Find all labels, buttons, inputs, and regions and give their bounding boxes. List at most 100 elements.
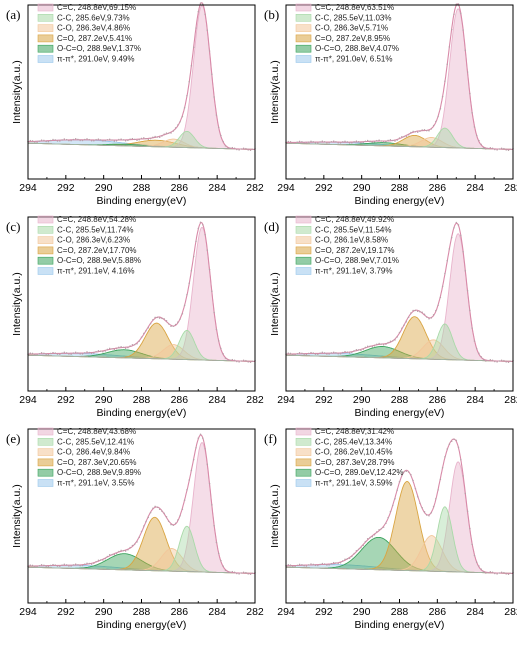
legend-swatch-O-C=O xyxy=(37,44,54,53)
raw-point xyxy=(355,549,358,552)
raw-point xyxy=(305,353,308,356)
raw-point xyxy=(227,359,229,361)
raw-point xyxy=(59,565,61,567)
y-axis-title: Intensity(a.u.) xyxy=(269,272,281,336)
raw-point xyxy=(494,148,496,151)
raw-point xyxy=(391,340,394,342)
raw-point xyxy=(183,107,186,109)
legend-label-C-O: C-O, 286.1eV,8.58% xyxy=(315,236,388,245)
raw-point xyxy=(360,349,362,351)
raw-point xyxy=(140,530,143,533)
raw-point xyxy=(378,139,380,141)
raw-point xyxy=(373,533,376,536)
x-tick-label: 292 xyxy=(57,182,75,194)
background-line xyxy=(286,566,513,574)
raw-point xyxy=(213,96,215,98)
x-tick-label: 290 xyxy=(95,394,113,406)
raw-point xyxy=(143,525,145,527)
raw-point xyxy=(72,564,75,566)
raw-point xyxy=(326,142,328,144)
raw-point xyxy=(88,351,91,354)
raw-point xyxy=(371,535,374,538)
raw-point xyxy=(183,304,186,307)
raw-point xyxy=(287,352,290,354)
raw-point xyxy=(204,448,206,450)
raw-point xyxy=(428,130,430,132)
raw-point xyxy=(464,270,467,272)
raw-point xyxy=(129,345,131,347)
raw-point xyxy=(172,524,175,526)
raw-point xyxy=(34,353,36,356)
raw-point xyxy=(211,290,213,293)
x-tick-label: 290 xyxy=(353,182,371,194)
raw-point xyxy=(410,131,412,134)
raw-point xyxy=(428,515,430,517)
raw-point xyxy=(29,139,32,142)
raw-point xyxy=(376,139,378,142)
raw-point xyxy=(147,138,150,141)
x-tick-label: 282 xyxy=(504,606,517,618)
x-tick-label: 286 xyxy=(429,182,447,194)
raw-point xyxy=(362,348,364,351)
raw-point xyxy=(462,29,464,31)
raw-point xyxy=(54,352,56,354)
raw-point xyxy=(115,139,118,142)
raw-point xyxy=(414,487,417,490)
raw-point xyxy=(301,141,303,143)
raw-point xyxy=(342,351,344,354)
raw-point xyxy=(321,140,324,142)
raw-point xyxy=(31,564,34,567)
raw-point xyxy=(188,479,190,481)
legend-label-C=O: C=O, 287.2eV,5.41% xyxy=(57,34,132,43)
raw-point xyxy=(317,142,319,144)
raw-point xyxy=(84,563,86,565)
raw-point xyxy=(441,95,444,98)
raw-point xyxy=(351,351,353,354)
raw-point xyxy=(389,510,392,513)
raw-point xyxy=(491,147,494,149)
raw-point xyxy=(81,564,84,567)
raw-point xyxy=(84,138,86,141)
raw-point xyxy=(86,562,88,564)
raw-point xyxy=(469,92,471,95)
raw-point xyxy=(369,345,371,348)
raw-point xyxy=(487,359,489,362)
raw-point xyxy=(448,443,451,446)
raw-point xyxy=(233,147,236,149)
raw-point xyxy=(102,140,104,142)
raw-point xyxy=(74,138,77,140)
series-C=O xyxy=(285,481,514,574)
raw-point xyxy=(208,50,211,52)
x-tick-label: 286 xyxy=(171,606,189,618)
raw-point xyxy=(389,139,392,141)
raw-point xyxy=(423,313,426,315)
raw-point xyxy=(95,138,97,141)
raw-point xyxy=(357,141,360,143)
raw-point xyxy=(195,447,197,449)
raw-point xyxy=(382,141,385,143)
legend-swatch-O-C=O xyxy=(295,44,312,53)
raw-point xyxy=(457,446,460,448)
panel-label: (c) xyxy=(6,219,20,234)
raw-point xyxy=(108,554,111,556)
raw-point xyxy=(332,351,335,353)
raw-point xyxy=(380,343,383,345)
raw-point xyxy=(47,140,50,143)
raw-point xyxy=(335,352,337,354)
legend-label-C=C: C=C, 248.8eV,43.68% xyxy=(57,427,136,436)
raw-point xyxy=(220,347,222,350)
raw-point xyxy=(249,361,252,363)
raw-point xyxy=(74,351,77,353)
raw-point xyxy=(478,139,480,142)
raw-point xyxy=(199,2,202,4)
raw-point xyxy=(498,148,501,150)
x-tick-label: 284 xyxy=(208,606,226,618)
raw-point xyxy=(211,504,213,506)
raw-point xyxy=(192,46,195,49)
raw-point xyxy=(172,130,175,132)
x-tick-label: 282 xyxy=(246,606,264,618)
raw-point xyxy=(292,565,294,567)
raw-point xyxy=(391,139,394,142)
raw-point xyxy=(382,344,385,346)
legend-swatch-O-C=O xyxy=(37,256,54,265)
